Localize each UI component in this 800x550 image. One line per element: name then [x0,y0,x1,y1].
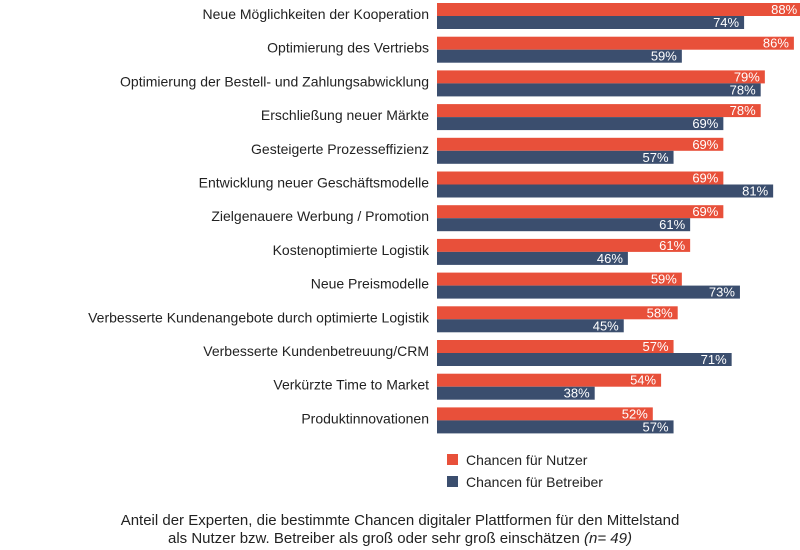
caption-line-2: als Nutzer bzw. Betreiber als groß oder … [0,530,800,548]
value-label-betreiber: 78% [730,82,756,97]
category-label: Neue Preismodelle [311,276,429,292]
bar-betreiber [437,49,682,63]
bar-betreiber [437,251,628,265]
bar-betreiber [437,117,724,131]
category-label: Neue Möglichkeiten der Kooperation [203,6,429,22]
value-label-nutzer: 61% [659,238,685,253]
bar-nutzer [437,373,662,387]
value-label-betreiber: 46% [597,251,623,266]
bar-chart: 88%74%86%59%79%78%78%69%69%57%69%81%69%6… [88,2,800,490]
legend: Chancen für Nutzer Chancen für Betreiber [447,452,603,490]
value-label-betreiber: 57% [643,419,669,434]
chart-caption: Anteil der Experten, die bestimmte Chanc… [0,512,800,548]
bar-nutzer [437,137,724,151]
bar-nutzer [437,171,724,185]
bar-betreiber [437,420,674,434]
bar-nutzer [437,340,674,353]
category-label: Produktinnovationen [301,410,429,426]
bar-nutzer [437,205,724,219]
value-label-betreiber: 59% [651,49,677,64]
bar-betreiber [437,285,740,299]
bar-betreiber [437,16,745,29]
bar-betreiber [437,386,595,400]
category-labels-group: Neue Möglichkeiten der Kooperation Optimi… [88,6,430,426]
legend-swatch-betreiber [447,476,458,487]
category-label: Verbesserte Kundenangebote durch optimie… [88,309,430,325]
bar-nutzer [437,104,761,118]
bars-group: 88%74%86%59%79%78%78%69%69%57%69%81%69%6… [437,2,800,434]
value-label-betreiber: 81% [742,184,768,199]
category-label: Optimierung des Vertriebs [267,40,429,56]
value-label-betreiber: 69% [692,116,718,131]
value-label-betreiber: 71% [701,352,727,367]
value-label-nutzer: 79% [734,69,760,84]
value-label-nutzer: 69% [692,171,718,186]
bar-nutzer [437,407,653,421]
value-label-nutzer: 88% [771,2,797,17]
category-label: Kostenoptimierte Logistik [273,242,430,258]
value-label-betreiber: 74% [713,15,739,30]
bar-nutzer [437,3,800,16]
category-label: Entwicklung neuer Geschäftsmodelle [199,175,430,191]
value-label-nutzer: 78% [730,103,756,118]
bar-betreiber [437,184,774,198]
caption-line-2-text: als Nutzer bzw. Betreiber als groß oder … [168,530,580,547]
caption-sample-size: (n= 49) [584,530,632,547]
bar-betreiber [437,319,624,333]
legend-label-nutzer: Chancen für Nutzer [466,452,588,468]
value-label-nutzer: 52% [622,406,648,421]
bar-betreiber [437,83,761,97]
category-label: Verbesserte Kundenbetreuung/CRM [203,343,429,359]
bar-nutzer [437,36,794,50]
value-label-betreiber: 38% [564,386,590,401]
value-label-betreiber: 57% [643,150,669,165]
category-label: Erschließung neuer Märkte [261,107,429,123]
legend-swatch-nutzer [447,454,458,465]
legend-label-betreiber: Chancen für Betreiber [466,474,603,490]
bar-betreiber [437,150,674,164]
value-label-betreiber: 73% [709,285,735,300]
category-label: Verkürzte Time to Market [273,377,429,393]
caption-line-1: Anteil der Experten, die bestimmte Chanc… [120,512,680,529]
value-label-betreiber: 45% [593,318,619,333]
value-label-nutzer: 59% [651,272,677,287]
bar-nutzer [437,272,682,286]
value-label-nutzer: 69% [692,137,718,152]
bar-nutzer [437,70,765,84]
bar-nutzer [437,306,678,320]
category-label: Zielgenauere Werbung / Promotion [211,208,429,224]
value-label-nutzer: 57% [643,339,669,354]
bar-betreiber [437,218,691,232]
value-label-nutzer: 58% [647,305,673,320]
value-label-betreiber: 61% [659,217,685,232]
category-label: Gesteigerte Prozesseffizienz [251,141,429,157]
category-label: Optimierung der Bestell- und Zahlungsabw… [120,73,429,89]
value-label-nutzer: 86% [763,36,789,51]
value-label-nutzer: 69% [692,204,718,219]
bar-betreiber [437,353,732,366]
value-label-nutzer: 54% [630,373,656,388]
bar-nutzer [437,238,691,252]
